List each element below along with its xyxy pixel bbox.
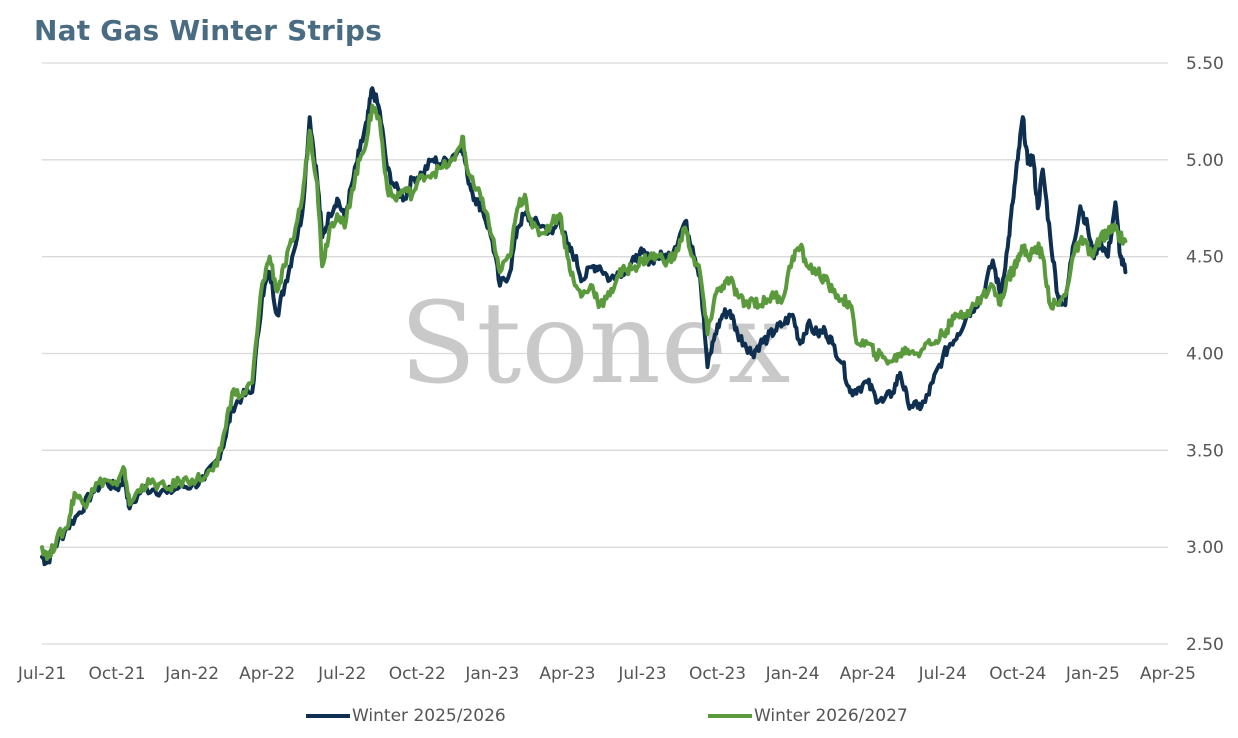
- x-tick-label: Apr-24: [840, 664, 896, 684]
- y-tick-label: 3.00: [1186, 538, 1224, 558]
- chart-title: Nat Gas Winter Strips: [34, 14, 382, 47]
- series-line-winter-2026-2027: [40, 103, 1128, 561]
- x-tick-label: Oct-23: [689, 664, 746, 684]
- y-tick-label: 3.50: [1186, 441, 1224, 461]
- series-group: [40, 86, 1128, 567]
- y-tick-label: 4.50: [1186, 248, 1224, 268]
- x-tick-label: Jan-22: [164, 664, 219, 684]
- legend-swatch-winter-2026-2027: [708, 714, 752, 718]
- x-tick-label: Jan-23: [464, 664, 519, 684]
- x-axis-ticks: Jul-21 Oct-21 Jan-22 Apr-22 Jul-22 Oct-22 Jan-…: [17, 664, 1196, 684]
- x-tick-label: Jul-22: [317, 664, 366, 684]
- y-tick-label: 5.00: [1186, 151, 1224, 171]
- legend-item-winter-2026-2027: Winter 2026/2027: [708, 706, 908, 726]
- x-tick-label: Jul-24: [918, 664, 967, 684]
- legend-label-winter-2025-2026: Winter 2025/2026: [352, 706, 506, 726]
- x-tick-label: Oct-24: [989, 664, 1046, 684]
- x-tick-label: Jan-25: [1065, 664, 1120, 684]
- x-tick-label: Apr-25: [1140, 664, 1196, 684]
- legend-label-winter-2026-2027: Winter 2026/2027: [754, 706, 908, 726]
- x-tick-label: Oct-21: [88, 664, 145, 684]
- x-tick-label: Jan-24: [765, 664, 820, 684]
- legend-swatch-winter-2025-2026: [306, 714, 350, 718]
- x-tick-label: Jul-21: [17, 664, 66, 684]
- x-tick-label: Jul-23: [617, 664, 666, 684]
- legend: Winter 2025/2026 Winter 2026/2027: [0, 706, 1238, 732]
- gridlines: [42, 62, 1168, 645]
- watermark: Stonex: [400, 279, 791, 409]
- y-tick-label: 4.00: [1186, 345, 1224, 365]
- legend-item-winter-2025-2026: Winter 2025/2026: [306, 706, 506, 726]
- y-axis-ticks: 5.50 5.00 4.50 4.00 3.50 3.00 2.50: [1186, 54, 1224, 655]
- y-tick-label: 5.50: [1186, 54, 1224, 74]
- x-tick-label: Apr-22: [239, 664, 295, 684]
- x-tick-label: Apr-23: [539, 664, 595, 684]
- x-tick-label: Oct-22: [389, 664, 446, 684]
- y-tick-label: 2.50: [1186, 635, 1224, 655]
